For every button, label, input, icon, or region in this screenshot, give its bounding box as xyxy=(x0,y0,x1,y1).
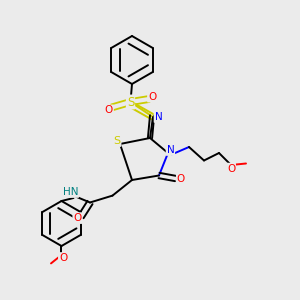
Text: O: O xyxy=(148,92,156,102)
Text: O: O xyxy=(177,173,185,184)
Text: O: O xyxy=(73,213,82,223)
Text: N: N xyxy=(154,112,162,122)
Text: O: O xyxy=(105,105,113,116)
Text: O: O xyxy=(227,164,235,174)
Text: N: N xyxy=(167,145,174,155)
Text: S: S xyxy=(113,136,121,146)
Text: S: S xyxy=(127,95,134,109)
Text: O: O xyxy=(59,253,67,263)
Text: HN: HN xyxy=(63,187,78,197)
